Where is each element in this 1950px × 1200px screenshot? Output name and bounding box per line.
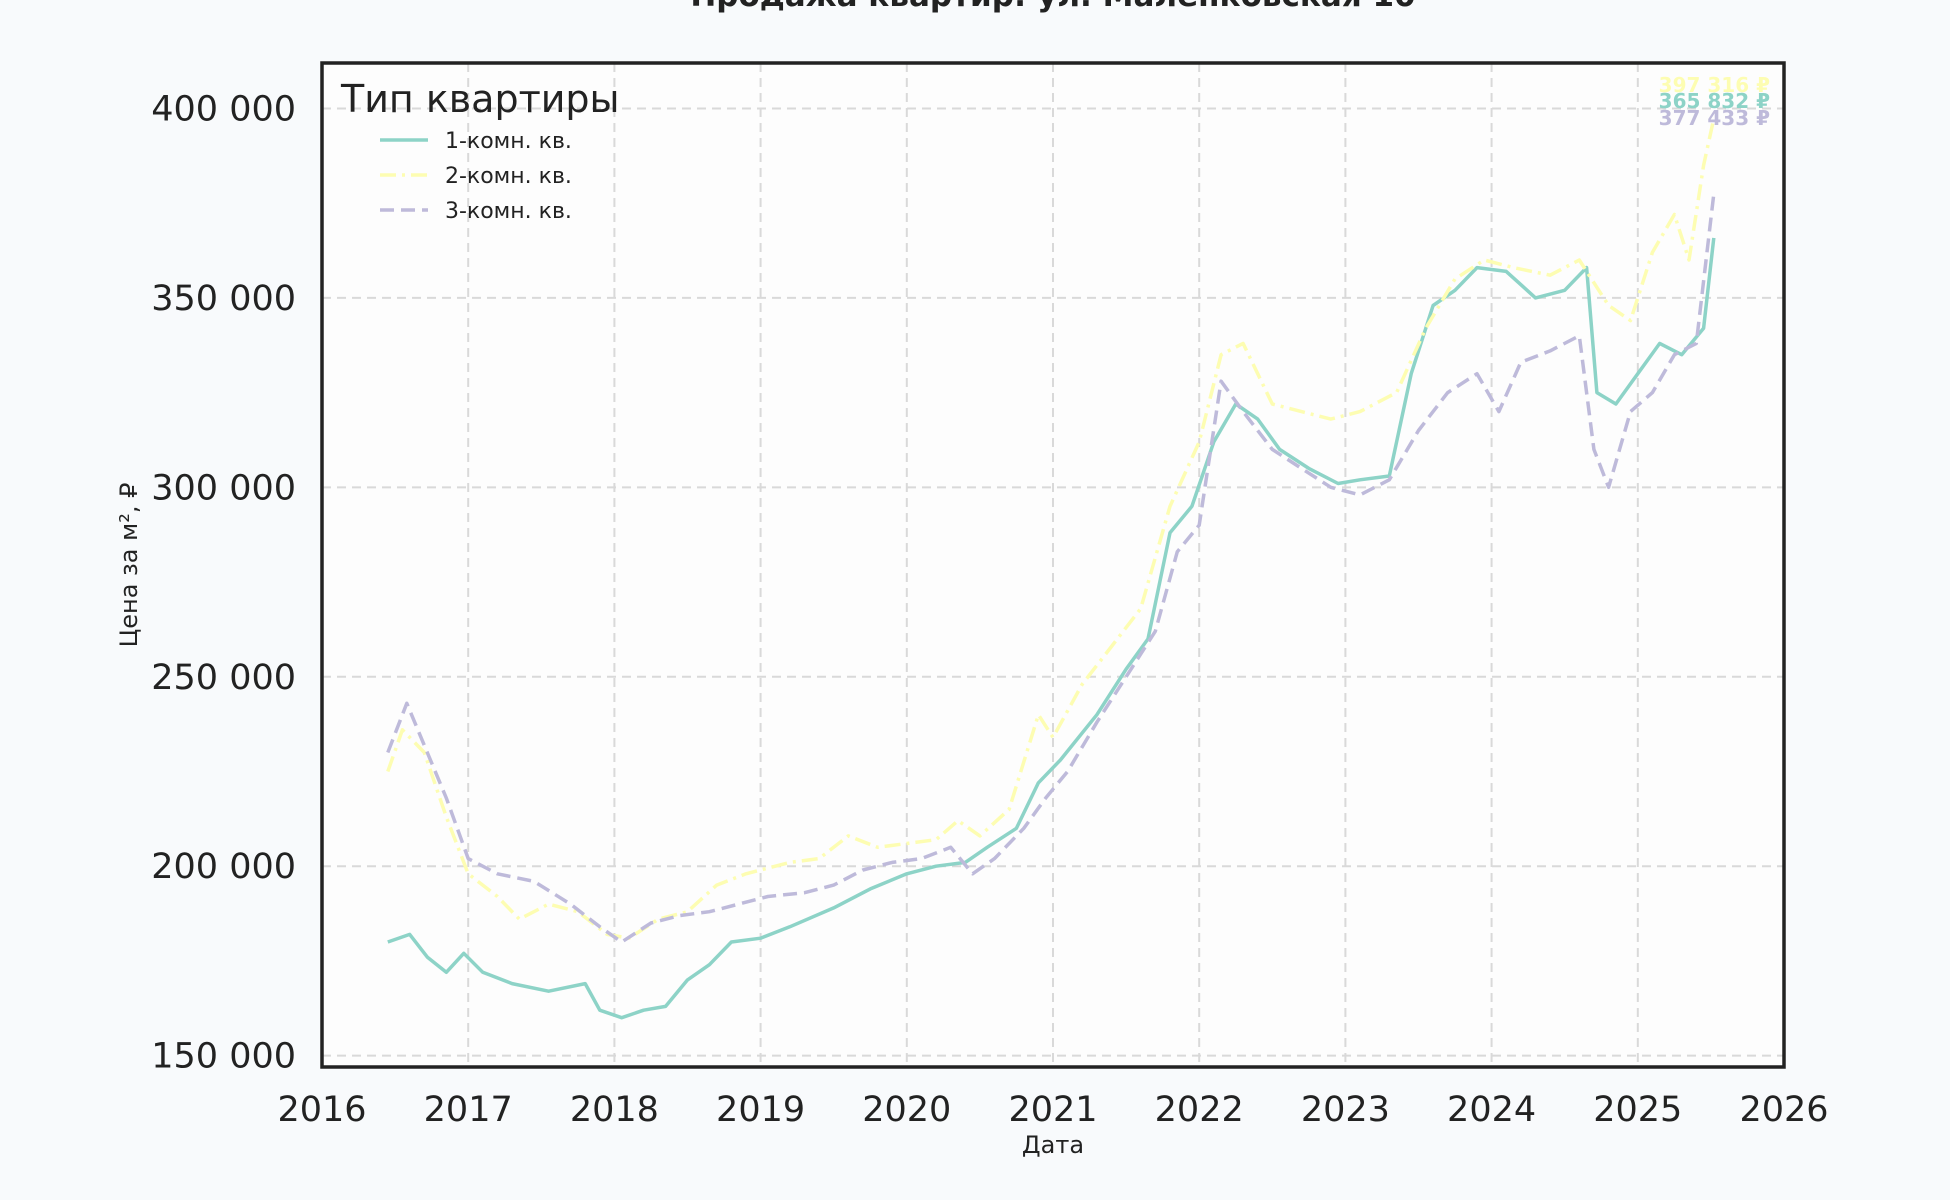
end-labels: 365 832 ₽397 316 ₽ 377 433 ₽ <box>1659 73 1770 130</box>
x-tick-label: 2021 <box>1008 1090 1097 1130</box>
plot-area: 365 832 ₽397 316 ₽ 377 433 ₽ <box>320 61 1786 1069</box>
x-axis-ticks: 2016 2017 2018 2019 2020 2021 2022 2023 2024 2025… <box>277 1090 1828 1130</box>
x-tick-label: 2018 <box>570 1090 659 1130</box>
legend-item-2: 2-комн. кв. <box>445 164 572 189</box>
x-tick-label: 2019 <box>716 1090 805 1130</box>
x-axis-label: Дата <box>1022 1131 1084 1159</box>
y-tick-label: 300 000 <box>151 468 296 508</box>
x-tick-label: 2026 <box>1739 1090 1828 1130</box>
series-layer <box>386 118 1716 1020</box>
y-axis-label: Цена за м², ₽ <box>115 483 143 648</box>
series-line-3 <box>386 193 1716 944</box>
y-tick-label: 350 000 <box>151 279 296 319</box>
y-tick-label: 250 000 <box>151 658 296 698</box>
x-tick-label: 2020 <box>862 1090 951 1130</box>
series-end-label-3: 377 433 ₽ <box>1659 106 1770 130</box>
y-tick-label: 200 000 <box>151 847 296 887</box>
x-tick-label: 2016 <box>277 1090 366 1130</box>
grid <box>322 63 1784 1067</box>
x-tick-label: 2022 <box>1155 1090 1244 1130</box>
x-tick-label: 2024 <box>1447 1090 1536 1130</box>
legend-item-1: 1-комн. кв. <box>445 129 572 154</box>
x-tick-label: 2017 <box>424 1090 513 1130</box>
series-line-1 <box>387 237 1716 1020</box>
y-tick-label: 150 000 <box>151 1037 296 1077</box>
legend-title: Тип квартиры <box>340 77 620 121</box>
plot-frame <box>320 61 1786 1069</box>
legend-item-3: 3-комн. кв. <box>445 199 572 224</box>
series-end-label-1: 365 832 ₽ <box>1659 89 1770 113</box>
series-line-2 <box>386 118 1716 940</box>
series-end-label-2: 397 316 ₽ <box>1659 73 1770 97</box>
y-tick-label: 400 000 <box>151 89 296 129</box>
x-tick-label: 2023 <box>1301 1090 1390 1130</box>
legend: Тип квартиры 1-комн. кв. 2-комн. кв. 3-ком… <box>340 77 620 224</box>
x-tick-label: 2025 <box>1593 1090 1682 1130</box>
y-axis-ticks: 150 000 200 000 250 000 300 000 350 000 400 0… <box>151 89 296 1076</box>
chart-title: Продажа квартир: ул. Маленковская 10 <box>690 0 1415 14</box>
